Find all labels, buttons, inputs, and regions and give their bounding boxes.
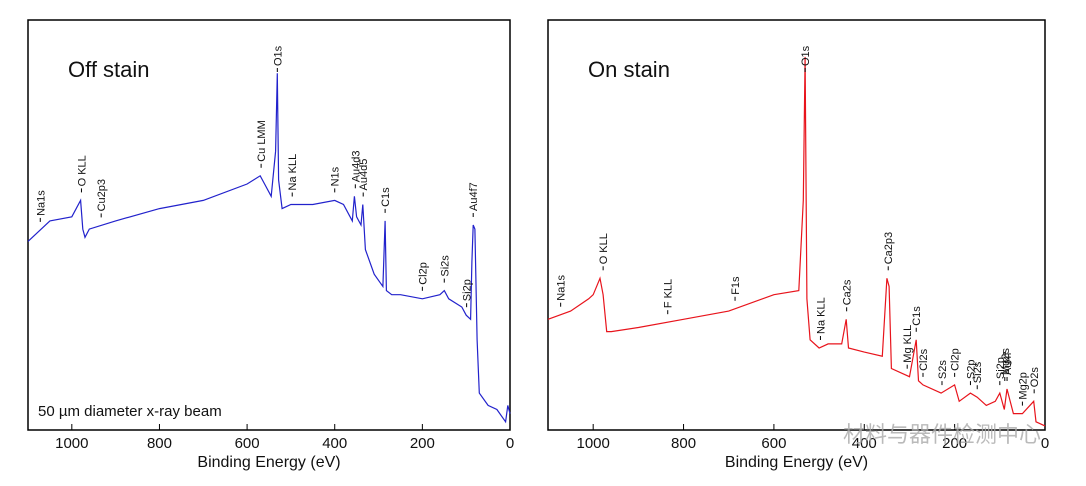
annotation: 50 µm diameter x-ray beam (38, 403, 222, 420)
peak-label: O KLL (76, 155, 88, 186)
peak-label: O1s (272, 45, 284, 66)
chart-title: On stain (588, 57, 670, 82)
peak-label: Si2s (972, 361, 984, 383)
peak-label: Na1s (35, 190, 47, 216)
x-tick-label: 400 (852, 435, 877, 452)
peak-label: S2s (937, 360, 949, 379)
plot-frame (547, 19, 1046, 431)
spectrum-line (547, 56, 1046, 427)
x-tick-label: 1000 (576, 435, 609, 452)
peak-label: Cl2p (950, 348, 962, 371)
peak-label: Na KLL (815, 297, 827, 334)
peak-label: Au4d3 (350, 150, 362, 182)
peak-label: F1s (730, 276, 742, 295)
peak-label: O2s (1029, 367, 1041, 388)
x-axis-label: Binding Energy (eV) (197, 454, 340, 471)
watermark: 材料与器件检测中心 (843, 422, 1041, 447)
peak-label: Si2p (995, 357, 1007, 379)
peak-label: Au4f7 (468, 182, 480, 211)
peak-label: Si2s (439, 255, 451, 277)
x-tick-label: 0 (1041, 435, 1049, 452)
x-tick-label: 200 (942, 435, 967, 452)
peak-label: Cl2p (417, 262, 429, 285)
x-tick-label: 800 (147, 435, 172, 452)
plot-frame (27, 19, 511, 431)
peak-label: Mg2s (1000, 348, 1012, 375)
peak-label: N1s (330, 166, 342, 186)
peak-label: Si2p (462, 279, 474, 301)
x-tick-label: 400 (322, 435, 347, 452)
peak-label: Ca2s (842, 279, 854, 305)
peak-label: C1s (911, 306, 923, 326)
peak-label: Mg2p (1017, 372, 1029, 400)
spectrum-line (27, 73, 511, 424)
peak-label: F KLL (663, 279, 675, 308)
peak-label: Ca2p3 (883, 232, 895, 264)
x-axis-label: Binding Energy (eV) (725, 454, 868, 471)
peak-label: Cu LMM (256, 120, 268, 162)
peak-label: Mg KLL (902, 325, 914, 363)
x-tick-label: 200 (410, 435, 435, 452)
x-tick-label: 800 (671, 435, 696, 452)
chart-title: Off stain (68, 57, 150, 82)
peak-label: Cu2p3 (96, 179, 108, 211)
peak-label: Cl2s (918, 348, 930, 371)
peak-label: O KLL (598, 233, 610, 264)
x-tick-label: 600 (761, 435, 786, 452)
peak-label: Na1s (556, 275, 568, 301)
peak-label: Au4f (1002, 351, 1014, 375)
peak-label: Au4d5 (358, 159, 370, 191)
x-tick-label: 1000 (55, 435, 88, 452)
x-tick-label: 0 (506, 435, 514, 452)
peak-label: Na KLL (287, 154, 299, 191)
chart: 1000 800 600 400 200 0 Binding Energy (eV) On s… (547, 19, 1049, 471)
chart: 1000 800 600 400 200 0 Binding Energy (eV) Off … (27, 19, 514, 471)
peak-label: S2p (965, 360, 977, 380)
x-tick-label: 600 (235, 435, 260, 452)
peak-label: C1s (380, 187, 392, 207)
peak-label: O1s (800, 45, 812, 66)
